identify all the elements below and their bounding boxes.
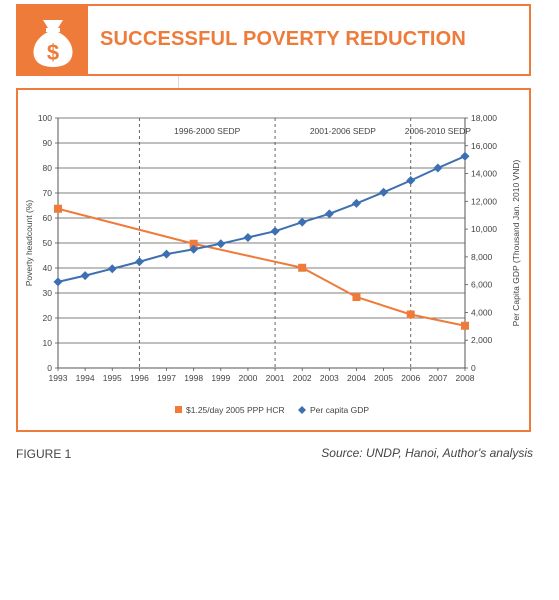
right-axis-ticks: 0 2,000 4,000 6,000 8,000 10,000 12,000 14,000 1… xyxy=(465,113,497,373)
x-tick-label: 2000 xyxy=(238,373,257,383)
left-tick-label: 70 xyxy=(43,188,53,198)
right-tick-label: 12,000 xyxy=(471,196,497,206)
legend-swatch-square xyxy=(175,406,182,413)
x-tick-label: 1994 xyxy=(76,373,95,383)
series-point-square xyxy=(461,321,469,330)
series-point-diamond xyxy=(433,163,443,173)
money-bag-icon: $ xyxy=(33,20,73,67)
money-bag-icon-box: $ xyxy=(18,6,88,74)
series-point-diamond xyxy=(107,264,117,274)
legend-swatch-diamond xyxy=(298,406,306,414)
left-axis-title: Poverty headcount (%) xyxy=(24,200,34,287)
chart-legend: $1.25/day 2005 PPP HCR Per capita GDP xyxy=(175,405,369,415)
right-tick-label: 6,000 xyxy=(471,280,493,290)
x-tick-label: 1996 xyxy=(130,373,149,383)
series-point-diamond xyxy=(53,277,63,287)
x-tick-label: 2005 xyxy=(374,373,393,383)
x-tick-label: 1999 xyxy=(211,373,230,383)
series-point-diamond xyxy=(80,271,90,281)
left-tick-label: 30 xyxy=(43,288,53,298)
figure-label: FIGURE 1 xyxy=(16,447,72,461)
series-point-diamond xyxy=(134,257,144,267)
series-point-diamond xyxy=(216,239,226,249)
series-point-diamond xyxy=(379,187,389,197)
left-tick-label: 20 xyxy=(43,313,53,323)
left-tick-label: 50 xyxy=(43,238,53,248)
period-dividers: 1996-2000 SEDP 2001-2006 SEDP 2006-2010 SE… xyxy=(138,118,471,368)
svg-text:$: $ xyxy=(47,40,59,65)
series-point-square xyxy=(54,204,62,213)
x-tick-label: 2006 xyxy=(401,373,420,383)
connector-line xyxy=(178,76,531,89)
right-tick-label: 16,000 xyxy=(471,141,497,151)
left-axis-ticks: 0 10 20 30 40 50 60 70 80 90 100 xyxy=(38,113,58,373)
series-point-diamond xyxy=(162,249,172,259)
series-point-diamond xyxy=(406,176,416,185)
series-point-square xyxy=(352,293,361,301)
series-point-diamond xyxy=(351,198,361,208)
left-tick-label: 10 xyxy=(43,338,53,348)
legend-label: $1.25/day 2005 PPP HCR xyxy=(186,405,285,415)
right-axis-title: Per Capita GDP (Thousand Jan. 2010 VND) xyxy=(511,160,521,327)
left-tick-label: 0 xyxy=(47,363,52,373)
x-tick-label: 2004 xyxy=(347,373,366,383)
series-point-square xyxy=(406,310,415,319)
left-tick-label: 90 xyxy=(43,138,53,148)
series-point-square xyxy=(298,263,307,272)
period-label: 1996-2000 SEDP xyxy=(174,126,240,136)
chart-frame: 1996-2000 SEDP 2001-2006 SEDP 2006-2010 SE… xyxy=(16,88,531,432)
series-point-square xyxy=(189,239,198,248)
source-note: Source: UNDP, Hanoi, Author's analysis xyxy=(321,446,533,460)
axis-titles: Poverty headcount (%) Per Capita GDP (Tho… xyxy=(24,160,521,327)
period-label: 2006-2010 SEDP xyxy=(405,126,471,136)
section-header: $ SUCCESSFUL POVERTY REDUCTION xyxy=(16,4,531,76)
left-tick-label: 80 xyxy=(43,163,53,173)
x-tick-label: 2001 xyxy=(266,373,285,383)
x-tick-label: 2008 xyxy=(456,373,475,383)
x-tick-label: 1998 xyxy=(184,373,203,383)
x-tick-label: 1997 xyxy=(157,373,176,383)
series-point-diamond xyxy=(270,226,280,236)
right-tick-label: 2,000 xyxy=(471,335,493,345)
poverty-gdp-chart: 1996-2000 SEDP 2001-2006 SEDP 2006-2010 SE… xyxy=(24,113,521,415)
right-tick-label: 14,000 xyxy=(471,169,497,179)
left-tick-label: 60 xyxy=(43,213,53,223)
x-tick-label: 2007 xyxy=(428,373,447,383)
x-tick-label: 1993 xyxy=(49,373,68,383)
x-tick-label: 2002 xyxy=(293,373,312,383)
chart-grid xyxy=(58,117,465,369)
legend-label: Per capita GDP xyxy=(310,405,369,415)
right-tick-label: 4,000 xyxy=(471,307,493,317)
x-axis-ticks: 1993 1994 1995 1996 1997 1998 1999 2000 2001 2002… xyxy=(49,368,475,383)
left-tick-label: 40 xyxy=(43,263,53,273)
series-point-diamond xyxy=(324,209,334,219)
right-tick-label: 18,000 xyxy=(471,113,497,123)
series-line-0 xyxy=(57,207,466,327)
chart-series xyxy=(53,151,470,330)
right-tick-label: 10,000 xyxy=(471,224,497,234)
left-tick-label: 100 xyxy=(38,113,52,123)
section-title: SUCCESSFUL POVERTY REDUCTION xyxy=(100,28,467,50)
right-tick-label: 0 xyxy=(471,363,476,373)
right-tick-label: 8,000 xyxy=(471,252,493,262)
series-line-1 xyxy=(57,155,466,283)
series-point-diamond xyxy=(460,151,470,161)
series-point-diamond xyxy=(243,232,253,242)
period-label: 2001-2006 SEDP xyxy=(310,126,376,136)
series-point-diamond xyxy=(297,217,307,227)
x-tick-label: 1995 xyxy=(103,373,122,383)
x-tick-label: 2003 xyxy=(320,373,339,383)
series-point-diamond xyxy=(189,244,199,254)
